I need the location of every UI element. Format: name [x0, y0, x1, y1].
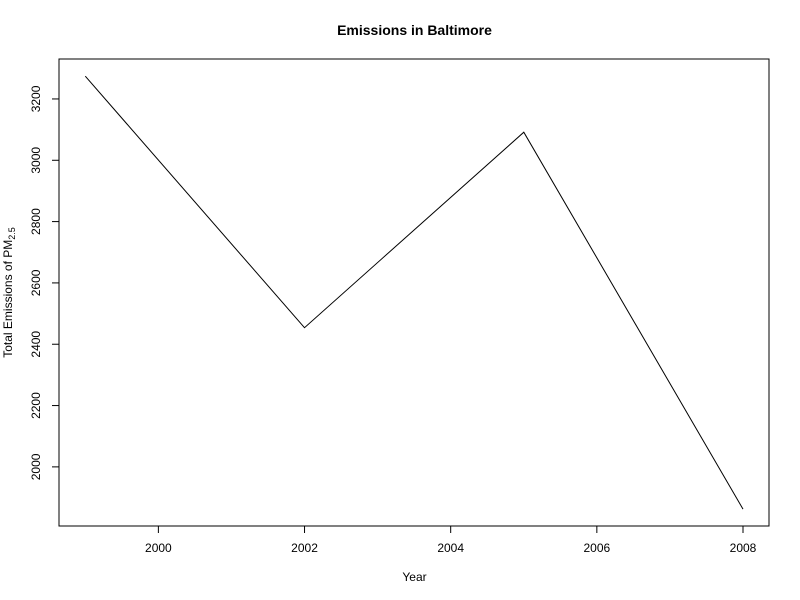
- y-tick-label-2000: 2000: [29, 453, 43, 480]
- x-axis: 2000 2002 2004 2006 2008: [145, 526, 757, 555]
- y-tick-label-3200: 3200: [29, 85, 43, 112]
- y-tick-label-2800: 2800: [29, 208, 43, 235]
- plot-frame: [58, 58, 770, 527]
- y-tick-label-2600: 2600: [29, 269, 43, 296]
- y-tick-label-3000: 3000: [29, 147, 43, 174]
- series-line-emissions: [84, 75, 744, 510]
- y-axis-label-main: Total Emissions of PM: [1, 240, 15, 358]
- x-tick-label-2008: 2008: [730, 541, 757, 555]
- x-tick-label-2002: 2002: [291, 541, 318, 555]
- x-axis-label: Year: [402, 570, 426, 584]
- y-axis-label-subscript: 2.5: [7, 227, 17, 240]
- x-tick-label-2006: 2006: [583, 541, 610, 555]
- x-tick-label-2000: 2000: [145, 541, 172, 555]
- x-tick-label-2004: 2004: [437, 541, 464, 555]
- y-tick-label-2200: 2200: [29, 392, 43, 419]
- y-tick-label-2400: 2400: [29, 331, 43, 358]
- chart-title: Emissions in Baltimore: [337, 22, 492, 38]
- y-axis-label: Total Emissions of PM2.5: [1, 227, 17, 358]
- y-axis: 2000 2200 2400 2600 2800 3000 3200: [29, 85, 59, 480]
